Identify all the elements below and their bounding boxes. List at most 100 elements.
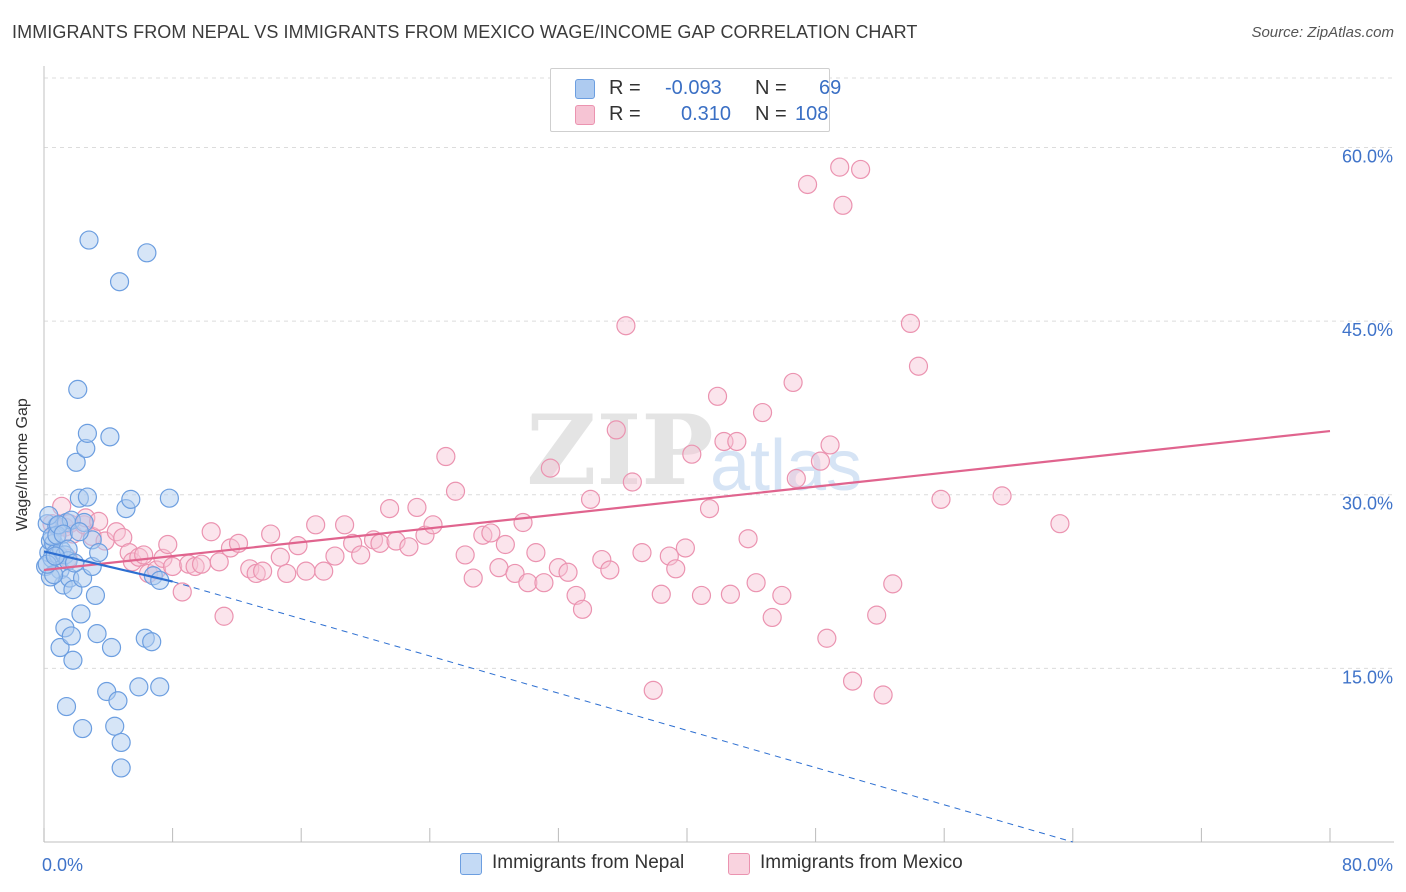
mexico-point <box>548 558 569 578</box>
mexico-point <box>370 533 390 553</box>
mexico-point <box>314 561 334 581</box>
nepal-point <box>50 637 70 658</box>
nepal-point <box>137 243 157 263</box>
axes <box>43 66 1394 843</box>
r-value-mexico: 0.310 <box>681 103 732 125</box>
nepal-point <box>129 677 149 697</box>
r-label: R = <box>609 77 641 99</box>
mexico-point <box>666 559 686 579</box>
series-legend: Immigrants from Nepal Immigrants from Me… <box>0 852 1406 876</box>
n-label: N = <box>755 77 787 99</box>
nepal-point <box>111 732 131 753</box>
mexico-point <box>481 523 501 543</box>
mexico-point <box>158 534 178 555</box>
mexico-swatch <box>575 105 595 125</box>
r-value-nepal: -0.093 <box>665 77 722 99</box>
mexico-point <box>817 628 837 648</box>
mexico-point <box>253 561 273 581</box>
mexico-point <box>616 316 636 336</box>
mexico-point <box>415 525 435 545</box>
nepal-point <box>71 604 91 624</box>
mexico-point <box>455 545 475 565</box>
mexico-point <box>762 607 782 628</box>
mexico-point <box>786 468 806 489</box>
x-tick-label: 80.0% <box>1342 855 1393 875</box>
mexico-point <box>351 545 371 565</box>
y-tick-label: 15.0% <box>1342 667 1393 687</box>
nepal-point <box>77 487 98 507</box>
mexico-point <box>682 444 702 464</box>
mexico-point <box>873 685 893 705</box>
mexico-point <box>707 386 728 406</box>
nepal-point <box>100 427 120 447</box>
mexico-point <box>727 431 747 452</box>
mexico-point <box>473 525 493 545</box>
mexico-point <box>992 486 1012 506</box>
nepal-point <box>111 758 131 778</box>
mexico-point <box>526 543 546 563</box>
y-axis-label: Wage/Income Gap <box>14 398 31 531</box>
mexico-point <box>495 534 515 555</box>
mexico-point <box>752 402 773 423</box>
mexico-point <box>810 451 831 471</box>
nepal-point <box>85 585 106 606</box>
mexico-point <box>540 458 560 478</box>
nepal-points <box>36 230 179 778</box>
y-tick-label: 60.0% <box>1342 146 1393 166</box>
mexico-point <box>772 585 792 606</box>
watermark-zip: ZIP <box>526 394 713 507</box>
mexico-point <box>851 159 871 180</box>
nepal-point <box>108 691 128 711</box>
mexico-trend-line <box>43 429 1331 572</box>
mexico-point <box>867 605 887 625</box>
nepal-point <box>142 632 162 652</box>
mexico-point <box>518 573 538 593</box>
mexico-point <box>296 561 316 581</box>
mexico-point <box>632 543 652 563</box>
mexico-swatch <box>728 853 750 875</box>
mexico-point <box>908 356 929 376</box>
mexico-point <box>600 560 620 580</box>
mexico-point <box>407 497 427 518</box>
mexico-point <box>436 446 456 467</box>
mexico-point <box>463 568 483 588</box>
mexico-point <box>445 481 466 501</box>
mexico-point <box>134 545 154 565</box>
mexico-point <box>335 515 355 535</box>
mexico-point <box>622 472 642 492</box>
mexico-point <box>738 529 758 549</box>
y-tick-label: 30.0% <box>1342 494 1393 514</box>
mexico-point <box>580 489 601 509</box>
mexico-point <box>325 546 345 566</box>
mexico-point <box>883 574 903 594</box>
nepal-point <box>61 626 81 646</box>
nepal-point <box>68 379 88 399</box>
nepal-swatch <box>575 79 595 99</box>
mexico-point <box>699 499 720 519</box>
nepal-point <box>56 696 77 717</box>
mexico-point <box>833 195 853 215</box>
mexico-point <box>288 536 308 556</box>
nepal-point <box>121 489 141 509</box>
mexico-point <box>675 538 695 558</box>
mexico-point <box>423 515 443 535</box>
mexico-point <box>505 563 525 584</box>
mexico-point <box>380 499 400 519</box>
mexico-point <box>691 585 712 606</box>
mexico-point <box>592 549 612 570</box>
mexico-point <box>558 562 578 582</box>
mexico-point <box>209 552 229 572</box>
mexico-points <box>42 157 1070 705</box>
n-value-mexico: 108 <box>795 103 829 125</box>
mexico-point <box>606 420 626 440</box>
y-tick-label: 45.0% <box>1342 320 1393 340</box>
r-label: R = <box>609 103 641 125</box>
mexico-point <box>399 537 419 557</box>
mexico-point <box>783 372 803 393</box>
mexico-point <box>214 606 234 626</box>
mexico-point <box>306 515 326 535</box>
nepal-point <box>87 624 107 644</box>
nepal-point <box>72 718 93 739</box>
mexico-point <box>513 512 533 533</box>
correlation-legend: R = -0.093 N = 69 R = 0.310 N = 108 <box>550 68 841 132</box>
